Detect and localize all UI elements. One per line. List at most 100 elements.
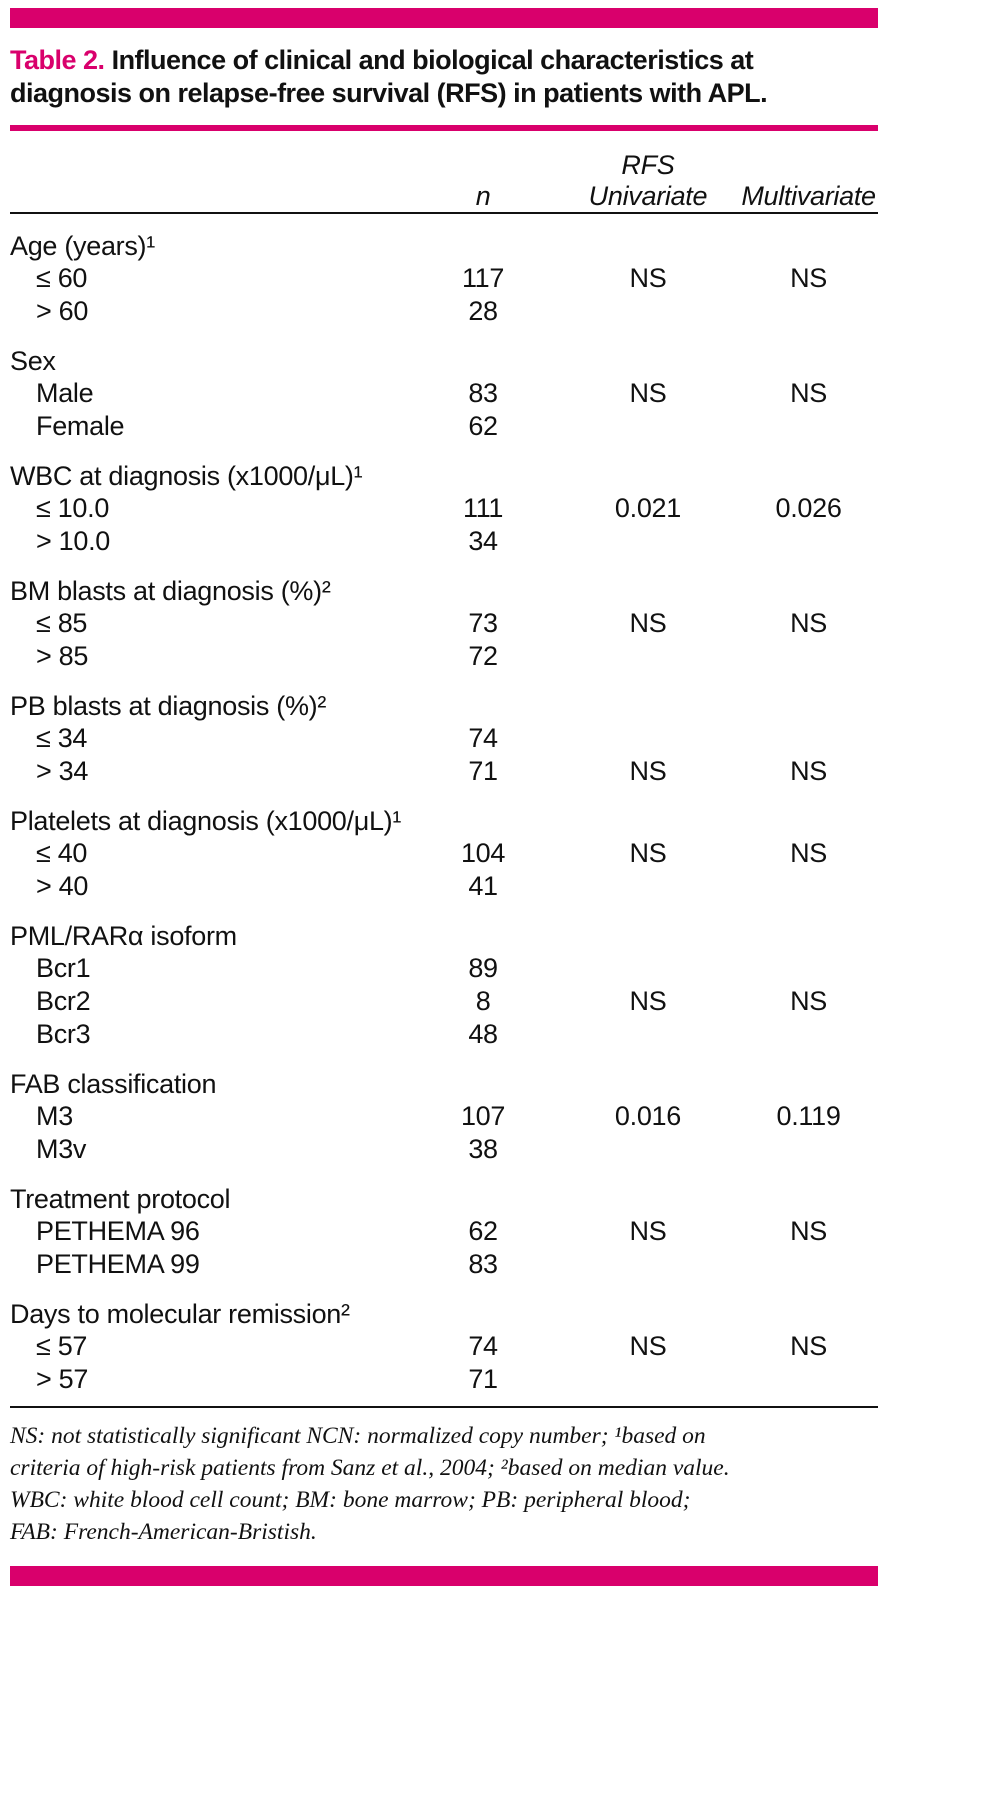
group-label: WBC at diagnosis (x1000/μL)¹ bbox=[10, 460, 363, 491]
group-label: Age (years)¹ bbox=[10, 230, 155, 261]
table-group-row: PB blasts at diagnosis (%)² bbox=[10, 673, 878, 722]
multivariate-value bbox=[739, 952, 878, 985]
univariate-value bbox=[557, 1018, 739, 1051]
n-value: 74 bbox=[468, 1330, 498, 1361]
table-row: M3 107 0.016 0.119 bbox=[10, 1100, 878, 1133]
univariate-value: 0.021 bbox=[614, 492, 681, 523]
footnote-rule bbox=[10, 1405, 878, 1408]
multivariate-value: NS bbox=[790, 607, 827, 638]
header-univariate: Univariate bbox=[556, 180, 740, 214]
univariate-value bbox=[557, 722, 739, 755]
table-row: ≤ 85 73 NS NS bbox=[10, 607, 878, 640]
row-label: ≤ 85 bbox=[36, 607, 88, 638]
row-label: > 85 bbox=[36, 640, 89, 671]
multivariate-value bbox=[739, 295, 878, 328]
row-label: Bcr1 bbox=[36, 952, 91, 983]
multivariate-value bbox=[739, 870, 878, 903]
multivariate-value bbox=[739, 1018, 878, 1051]
bottom-accent-bar bbox=[10, 1565, 878, 1586]
table-row: ≤ 60 117 NS NS bbox=[10, 262, 878, 295]
n-value: 62 bbox=[468, 410, 498, 441]
n-value: 41 bbox=[468, 870, 498, 901]
header-n: n bbox=[409, 180, 557, 214]
stats-table-body: Age (years)¹ ≤ 60 117 NS NS > 60 28 Sex Male 83 NS… bbox=[10, 213, 878, 1396]
table-row: > 85 72 bbox=[10, 640, 878, 673]
table-group-row: Age (years)¹ bbox=[10, 213, 878, 262]
row-label: Bcr2 bbox=[36, 985, 91, 1016]
multivariate-value: NS bbox=[790, 985, 827, 1016]
n-value: 74 bbox=[468, 722, 498, 753]
univariate-value bbox=[557, 952, 739, 985]
univariate-value bbox=[557, 1363, 739, 1396]
header-spacer bbox=[10, 180, 410, 214]
univariate-value bbox=[557, 1248, 739, 1281]
n-value: 48 bbox=[468, 1018, 498, 1049]
table-group-row: WBC at diagnosis (x1000/μL)¹ bbox=[10, 443, 878, 492]
n-value: 117 bbox=[461, 262, 505, 293]
univariate-value: NS bbox=[629, 1215, 667, 1246]
group-label: FAB classification bbox=[10, 1068, 217, 1099]
multivariate-value: 0.026 bbox=[775, 492, 842, 523]
multivariate-value: 0.119 bbox=[776, 1100, 841, 1131]
n-value: 8 bbox=[475, 985, 491, 1016]
row-label: Female bbox=[36, 410, 125, 441]
multivariate-value bbox=[739, 722, 878, 755]
n-value: 111 bbox=[462, 492, 504, 523]
row-label: > 10.0 bbox=[36, 525, 111, 556]
table-row: PETHEMA 96 62 NS NS bbox=[10, 1215, 878, 1248]
n-value: 71 bbox=[468, 1363, 498, 1394]
univariate-value bbox=[557, 870, 739, 903]
table-row: ≤ 10.0 111 0.021 0.026 bbox=[10, 492, 878, 525]
footnote-line: NS: not statistically significant NCN: n… bbox=[10, 1422, 706, 1449]
header-group-row: RFS bbox=[10, 145, 878, 181]
multivariate-value bbox=[739, 640, 878, 673]
univariate-value bbox=[557, 1133, 739, 1166]
univariate-value bbox=[557, 525, 739, 558]
row-label: ≤ 34 bbox=[36, 722, 88, 753]
multivariate-value bbox=[739, 1133, 878, 1166]
table-group-row: Sex bbox=[10, 328, 878, 377]
univariate-value: 0.016 bbox=[614, 1100, 681, 1131]
n-value: 89 bbox=[468, 952, 498, 983]
table-group-row: FAB classification bbox=[10, 1051, 878, 1100]
multivariate-value bbox=[739, 410, 878, 443]
table-row: Bcr2 8 NS NS bbox=[10, 985, 878, 1018]
group-label: BM blasts at diagnosis (%)² bbox=[10, 575, 331, 606]
table-content-column: Table 2. Influence of clinical and biolo… bbox=[10, 8, 878, 1586]
n-value: 72 bbox=[468, 640, 498, 671]
row-label: ≤ 60 bbox=[36, 262, 88, 293]
univariate-value: NS bbox=[629, 377, 667, 408]
table-row: > 34 71 NS NS bbox=[10, 755, 878, 788]
row-label: PETHEMA 96 bbox=[36, 1215, 200, 1246]
table-row: > 10.0 34 bbox=[10, 525, 878, 558]
multivariate-value: NS bbox=[790, 837, 827, 868]
multivariate-value bbox=[739, 1363, 878, 1396]
header-spacer bbox=[409, 145, 557, 181]
group-label: PB blasts at diagnosis (%)² bbox=[10, 690, 327, 721]
multivariate-value: NS bbox=[790, 1215, 827, 1246]
row-label: PETHEMA 99 bbox=[36, 1248, 200, 1279]
table-row: Bcr1 89 bbox=[10, 952, 878, 985]
group-label: Sex bbox=[10, 345, 56, 376]
multivariate-value bbox=[739, 1248, 878, 1281]
univariate-value: NS bbox=[629, 607, 667, 638]
n-value: 34 bbox=[468, 525, 498, 556]
univariate-value: NS bbox=[629, 1330, 667, 1361]
row-label: M3v bbox=[36, 1133, 87, 1164]
row-label: Male bbox=[36, 377, 94, 408]
row-label: > 34 bbox=[36, 755, 89, 786]
n-value: 62 bbox=[468, 1215, 498, 1246]
n-value: 38 bbox=[468, 1133, 498, 1164]
top-accent-bar bbox=[10, 8, 878, 28]
group-label: Platelets at diagnosis (x1000/μL)¹ bbox=[10, 805, 402, 836]
table-title: Influence of clinical and biological cha… bbox=[10, 45, 768, 109]
table-group-row: Platelets at diagnosis (x1000/μL)¹ bbox=[10, 788, 878, 837]
footnote-line: FAB: French-American-Bristish. bbox=[10, 1518, 317, 1545]
univariate-value bbox=[557, 410, 739, 443]
row-label: > 57 bbox=[36, 1363, 89, 1394]
univariate-value: NS bbox=[629, 837, 667, 868]
n-value: 107 bbox=[460, 1100, 506, 1131]
table-row: > 40 41 bbox=[10, 870, 878, 903]
univariate-value bbox=[557, 640, 739, 673]
